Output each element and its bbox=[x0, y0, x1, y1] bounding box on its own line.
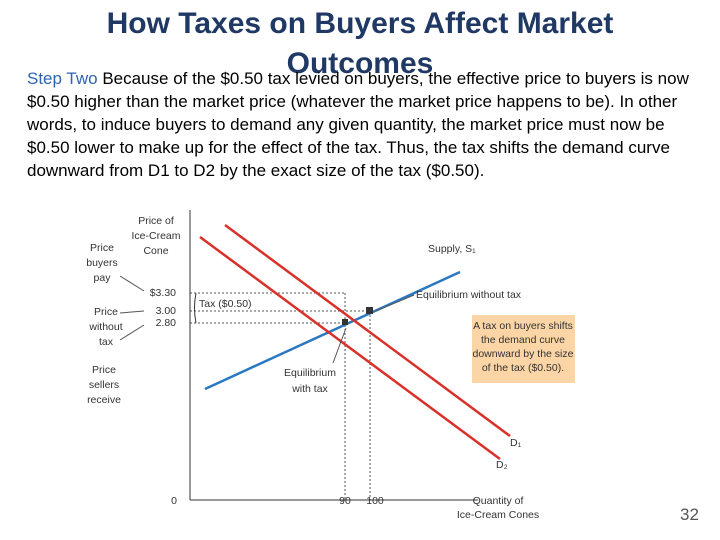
tax-label: Tax ($0.50) bbox=[199, 298, 252, 310]
equilibrium-point bbox=[342, 319, 348, 325]
quantity-label: 100 bbox=[366, 495, 384, 507]
buyers-pay-label: buyers bbox=[86, 257, 118, 269]
equilibrium-without-tax-label: Equilibrium without tax bbox=[416, 289, 522, 301]
without-tax-label: Price bbox=[94, 306, 118, 318]
slide-title: How Taxes on Buyers Affect Market Outcom… bbox=[106, 7, 614, 80]
without-tax-label: tax bbox=[99, 336, 114, 348]
buyers-pay-label: pay bbox=[94, 272, 112, 284]
figure: Price of Ice-Cream Cone Quantity of Ice-Crea… bbox=[78, 198, 578, 533]
equilibrium-with-tax-label: Equilibrium bbox=[284, 367, 336, 379]
price-label: 2.80 bbox=[156, 317, 177, 329]
tax-brace bbox=[194, 292, 197, 324]
x-axis-label: Quantity of bbox=[473, 495, 524, 507]
supply-curve bbox=[204, 270, 461, 391]
callout-text: of the tax ($0.50). bbox=[482, 362, 564, 374]
annotation-arrows bbox=[119, 275, 415, 364]
y-axis-label: Price of bbox=[138, 215, 174, 227]
price-label: $3.30 bbox=[150, 287, 176, 299]
without-tax-label: without bbox=[88, 321, 122, 333]
callout-text: downward by the size bbox=[473, 348, 574, 360]
equilibrium-point bbox=[366, 307, 373, 314]
step-text: Because of the $0.50 tax levied on buyer… bbox=[27, 69, 689, 180]
demand-curve-d2 bbox=[199, 235, 501, 461]
body-text: Step Two Because of the $0.50 tax levied… bbox=[27, 67, 697, 182]
y-axis-label: Cone bbox=[143, 245, 168, 257]
supply-label: Supply, S₁ bbox=[428, 243, 476, 255]
step-label: Step Two bbox=[27, 69, 98, 88]
x-axis-label: Ice-Cream Cones bbox=[457, 509, 539, 521]
callout-text: the demand curve bbox=[481, 334, 565, 346]
d1-label: D₁ bbox=[510, 437, 522, 449]
quantity-label: 0 bbox=[171, 495, 177, 507]
page-number: 32 bbox=[680, 505, 699, 524]
sellers-receive-label: receive bbox=[87, 394, 121, 406]
price-label: 3.00 bbox=[156, 305, 177, 317]
d2-label: D₂ bbox=[496, 459, 508, 471]
sellers-receive-label: sellers bbox=[89, 379, 119, 391]
callout-box bbox=[472, 315, 575, 383]
buyers-pay-label: Price bbox=[90, 242, 114, 254]
y-axis-label: Ice-Cream bbox=[131, 230, 180, 242]
callout-text: A tax on buyers shifts bbox=[473, 320, 573, 332]
quantity-label: 90 bbox=[339, 495, 351, 507]
equilibrium-with-tax-label: with tax bbox=[291, 383, 328, 395]
sellers-receive-label: Price bbox=[92, 364, 116, 376]
demand-curve-d1 bbox=[224, 223, 511, 438]
